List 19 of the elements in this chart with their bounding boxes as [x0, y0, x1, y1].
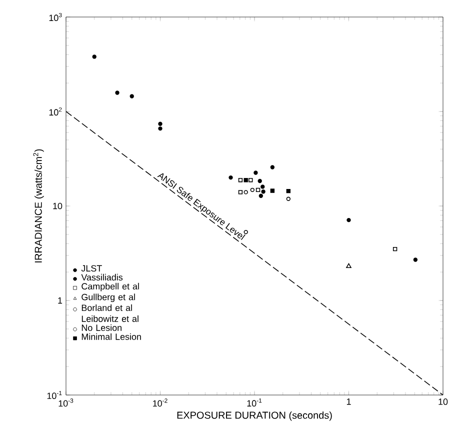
y-tick-label: 1: [58, 297, 62, 304]
x-tick-label: 10$^{-3}$: [58, 398, 74, 407]
legend-label: JLST: [81, 265, 102, 272]
legend-label: Minimal Lesion: [82, 333, 141, 340]
legend-label: Campbell et al: [82, 282, 139, 292]
y-tick-label: 10$^{-1}$: [47, 391, 62, 400]
y-tick-label: 10$^{2}$: [49, 107, 62, 116]
y-tick-label: 10$^{3}$: [49, 12, 62, 22]
legend-label: Gullberg et al: [82, 294, 135, 302]
x-tick-label: 1: [346, 398, 351, 405]
x-tick-label: 10$^{-2}$: [153, 398, 168, 407]
legend-label: No Lesion: [82, 324, 122, 331]
y-axis-title: IRRADIANCE (watts/cm$^{2}$): [33, 149, 44, 262]
legend-label: Vassiliadis: [81, 274, 123, 281]
x-tick-label: 10$^{-1}$: [247, 398, 262, 407]
x-tick-label: 10: [438, 398, 448, 405]
legend-label: Borland et al Leibowitz et al: [82, 304, 138, 322]
y-tick-label: 10: [53, 202, 62, 210]
x-axis-title: EXPOSURE DURATION (seconds): [177, 411, 332, 421]
